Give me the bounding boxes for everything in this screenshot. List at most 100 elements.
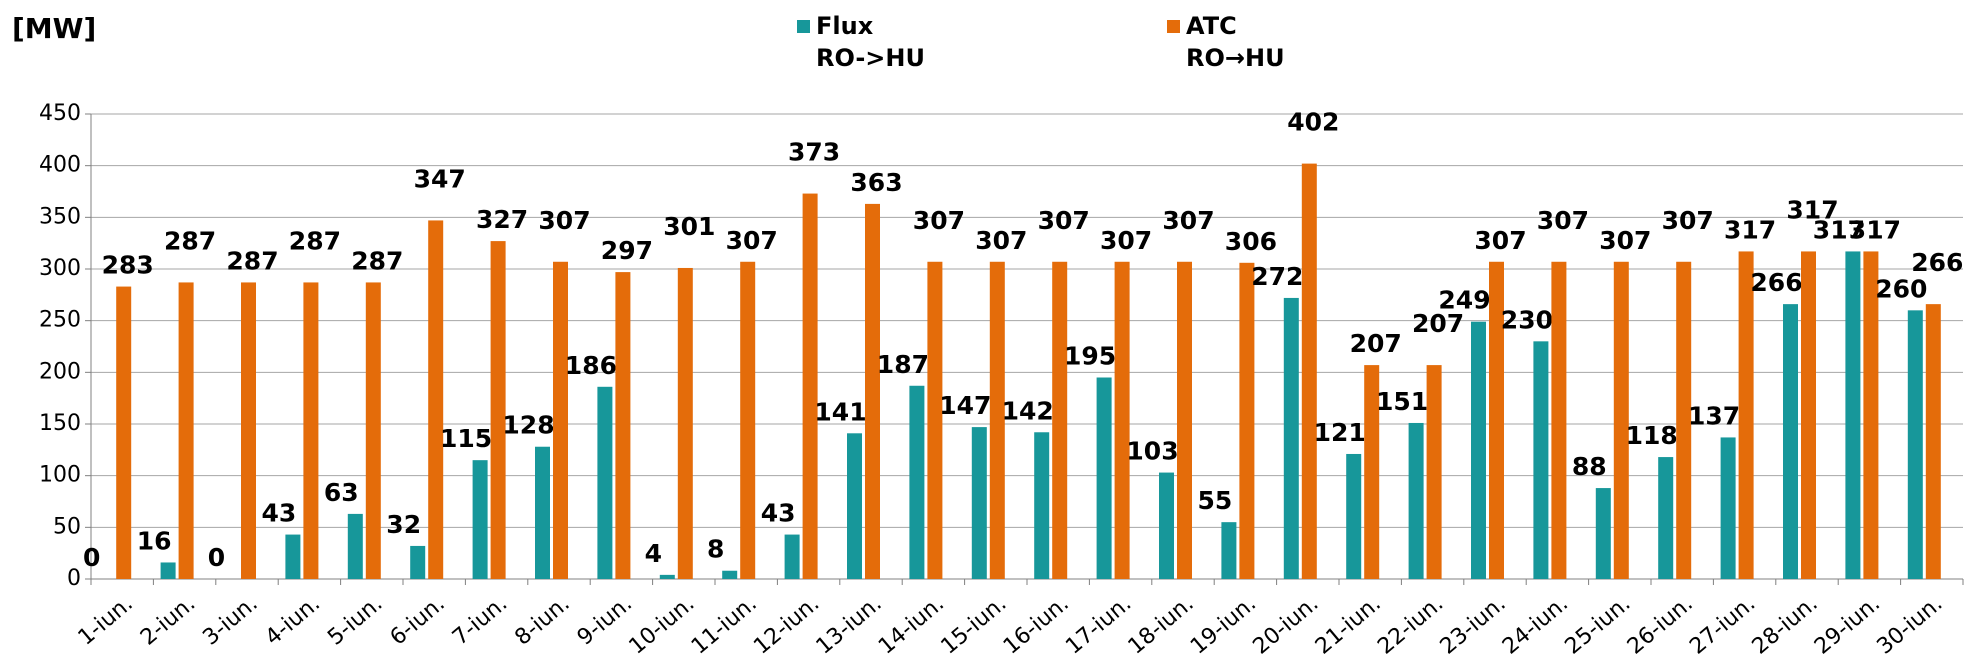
bar bbox=[428, 220, 444, 579]
y-tick-label: 250 bbox=[39, 308, 81, 333]
bar bbox=[1159, 472, 1174, 579]
y-tick-label: 450 bbox=[39, 101, 81, 126]
bar bbox=[1283, 297, 1299, 579]
data-label: 272 bbox=[1251, 262, 1303, 291]
bar bbox=[1052, 261, 1068, 579]
bar bbox=[1221, 522, 1237, 579]
bar bbox=[615, 272, 631, 579]
data-label: 88 bbox=[1572, 452, 1607, 481]
legend-label: Flux RO->HU bbox=[816, 12, 925, 72]
x-tick-label: 14-iun. bbox=[874, 591, 949, 660]
data-label: 16 bbox=[137, 526, 172, 555]
bar bbox=[677, 267, 693, 579]
bar bbox=[490, 241, 506, 579]
y-tick-label: 350 bbox=[39, 204, 81, 229]
legend-label: ATC RO→HU bbox=[1186, 12, 1285, 72]
data-label: 103 bbox=[1126, 437, 1178, 466]
data-label: 306 bbox=[1225, 227, 1277, 256]
x-tick-label: 17-iun. bbox=[1061, 591, 1136, 660]
data-label: 287 bbox=[351, 246, 403, 275]
bar bbox=[802, 193, 818, 580]
bar bbox=[1783, 304, 1798, 579]
x-tick-label: 27-iun. bbox=[1685, 591, 1760, 660]
x-tick-label: 8-iun. bbox=[510, 591, 574, 651]
bar bbox=[1845, 251, 1861, 579]
data-label: 317 bbox=[1786, 195, 1838, 224]
data-label: 287 bbox=[289, 226, 341, 255]
data-label: 147 bbox=[939, 391, 991, 420]
data-label: 8 bbox=[707, 535, 724, 564]
data-label: 43 bbox=[262, 499, 297, 528]
bar bbox=[1925, 304, 1941, 579]
x-tick-label: 16-iun. bbox=[999, 591, 1074, 660]
data-label: 307 bbox=[1162, 206, 1214, 235]
x-tick-label: 11-iun. bbox=[687, 591, 762, 660]
data-label: 307 bbox=[538, 206, 590, 235]
y-tick-label: 400 bbox=[39, 153, 81, 178]
data-label: 307 bbox=[1537, 206, 1589, 235]
data-label: 307 bbox=[1474, 226, 1526, 255]
bar bbox=[365, 282, 381, 579]
bar bbox=[784, 534, 800, 579]
data-label: 287 bbox=[226, 246, 278, 275]
y-tick-label: 50 bbox=[53, 514, 81, 539]
x-tick-label: 18-iun. bbox=[1124, 591, 1199, 660]
bar bbox=[1471, 321, 1486, 579]
bar bbox=[303, 282, 319, 579]
y-tick-label: 300 bbox=[39, 256, 81, 281]
bar bbox=[1426, 365, 1442, 579]
data-label: 307 bbox=[1100, 226, 1152, 255]
x-tick-label: 12-iun. bbox=[749, 591, 824, 660]
data-label: 0 bbox=[83, 543, 100, 572]
y-tick-label: 200 bbox=[39, 359, 81, 384]
data-label: 118 bbox=[1626, 421, 1678, 450]
data-label: 141 bbox=[814, 397, 866, 426]
x-tick-label: 20-iun. bbox=[1249, 591, 1324, 660]
y-tick-label: 0 bbox=[67, 566, 81, 591]
data-label: 142 bbox=[1002, 396, 1054, 425]
bar bbox=[1096, 377, 1112, 579]
bar bbox=[1720, 437, 1736, 579]
data-label: 230 bbox=[1501, 305, 1553, 334]
data-label: 207 bbox=[1412, 309, 1464, 338]
data-label: 283 bbox=[102, 251, 154, 280]
data-label: 301 bbox=[663, 212, 715, 241]
bar bbox=[116, 286, 132, 579]
data-label: 373 bbox=[788, 138, 840, 167]
x-tick-label: 24-iun. bbox=[1498, 591, 1573, 660]
bar bbox=[1408, 422, 1424, 579]
x-tick-label: 10-iun. bbox=[625, 591, 700, 660]
data-label: 363 bbox=[850, 168, 902, 197]
y-tick-label: 100 bbox=[39, 463, 81, 488]
data-label: 307 bbox=[975, 226, 1027, 255]
x-tick-label: 15-iun. bbox=[937, 591, 1012, 660]
bar bbox=[472, 460, 488, 579]
bar bbox=[1738, 251, 1754, 579]
y-tick-label: 150 bbox=[39, 411, 81, 436]
x-tick-label: 29-iun. bbox=[1810, 591, 1885, 660]
bar bbox=[927, 261, 943, 579]
data-label: 307 bbox=[1599, 226, 1651, 255]
data-label: 297 bbox=[601, 236, 653, 265]
bar bbox=[1177, 261, 1192, 579]
x-tick-label: 22-iun. bbox=[1373, 591, 1448, 660]
bar bbox=[1595, 488, 1611, 579]
bar bbox=[597, 386, 613, 579]
data-label: 63 bbox=[324, 478, 359, 507]
bar bbox=[241, 282, 256, 579]
bar bbox=[178, 282, 194, 579]
bar bbox=[1533, 341, 1549, 579]
bar bbox=[1613, 261, 1629, 579]
bar bbox=[1907, 310, 1923, 579]
x-tick-label: 4-iun. bbox=[261, 591, 325, 651]
data-label: 0 bbox=[208, 543, 225, 572]
bar bbox=[847, 433, 862, 579]
data-label: 266 bbox=[1750, 268, 1802, 297]
x-tick-label: 21-iun. bbox=[1311, 591, 1386, 660]
bar bbox=[1239, 262, 1255, 579]
data-label: 249 bbox=[1438, 286, 1490, 315]
data-label: 137 bbox=[1688, 401, 1740, 430]
bar bbox=[1658, 457, 1674, 579]
data-label: 32 bbox=[386, 510, 421, 539]
